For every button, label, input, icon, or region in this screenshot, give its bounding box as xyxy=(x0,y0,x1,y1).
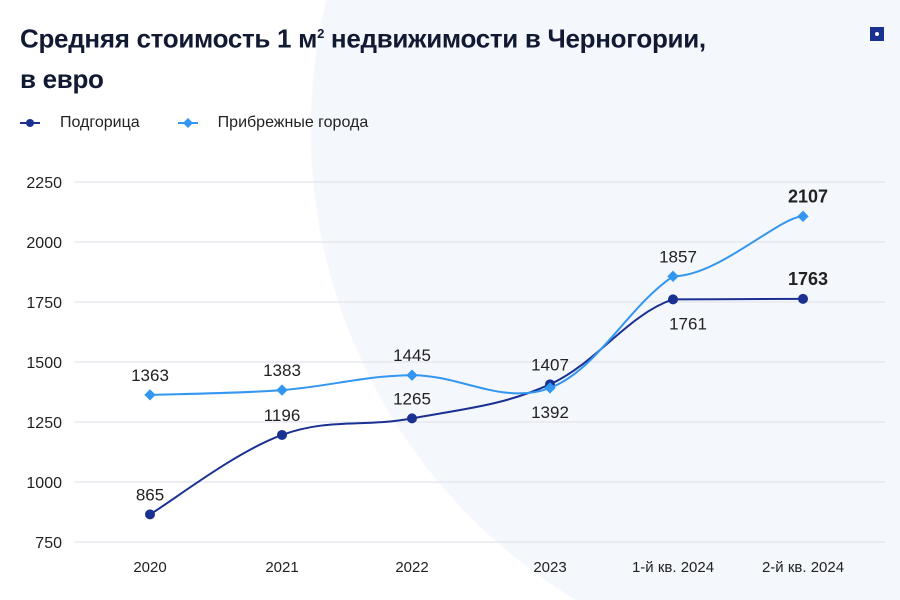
data-label: 1763 xyxy=(788,269,828,289)
data-point xyxy=(406,369,418,381)
y-tick-label: 1250 xyxy=(26,415,62,432)
diamond-marker-icon xyxy=(177,118,198,128)
legend-label: Прибрежные города xyxy=(217,114,369,131)
x-tick-label: 2020 xyxy=(133,559,166,576)
data-label: 1761 xyxy=(669,314,707,333)
chart-title: Средняя стоимость 1 м2 недвижимости в Че… xyxy=(20,23,706,94)
legend: Подгорица Прибрежные города xyxy=(20,114,368,132)
data-point xyxy=(277,429,287,440)
data-label: 1407 xyxy=(531,355,569,374)
data-point xyxy=(407,413,417,424)
data-label: 1265 xyxy=(393,389,431,408)
x-tick-label: 2023 xyxy=(533,559,566,576)
series-line xyxy=(149,297,804,516)
x-tick-label: 2021 xyxy=(265,559,298,576)
data-point xyxy=(276,384,288,396)
data-point xyxy=(145,509,155,520)
x-tick-label: 2-й кв. 2024 xyxy=(762,559,844,576)
data-point xyxy=(798,293,808,304)
data-point xyxy=(797,210,809,222)
y-tick-label: 1750 xyxy=(26,295,62,312)
data-point xyxy=(144,389,156,401)
data-label: 1196 xyxy=(264,406,301,425)
data-label: 865 xyxy=(136,485,164,504)
legend-label: Подгорица xyxy=(60,114,140,131)
data-point xyxy=(667,270,679,282)
y-tick-label: 1000 xyxy=(26,475,62,492)
legend-item-podgorica[interactable]: Подгорица xyxy=(20,114,140,132)
data-label: 1392 xyxy=(531,403,569,422)
y-tick-label: 2250 xyxy=(26,175,62,192)
y-tick-label: 750 xyxy=(35,535,62,552)
y-tick-label: 1500 xyxy=(26,355,62,372)
data-label: 1363 xyxy=(131,366,169,385)
series-line xyxy=(149,215,804,396)
data-label: 1857 xyxy=(659,247,697,266)
data-label: 1383 xyxy=(263,361,301,380)
data-point xyxy=(668,294,678,305)
logo-badge-icon xyxy=(870,27,884,41)
data-label: 2107 xyxy=(788,186,828,206)
circle-marker-icon xyxy=(20,119,40,127)
legend-item-coastal[interactable]: Прибрежные города xyxy=(177,114,369,132)
y-tick-label: 2000 xyxy=(26,235,62,252)
data-label: 1445 xyxy=(393,346,431,365)
x-tick-label: 1-й кв. 2024 xyxy=(632,559,714,576)
x-tick-label: 2022 xyxy=(395,559,428,576)
data-point xyxy=(544,382,556,394)
